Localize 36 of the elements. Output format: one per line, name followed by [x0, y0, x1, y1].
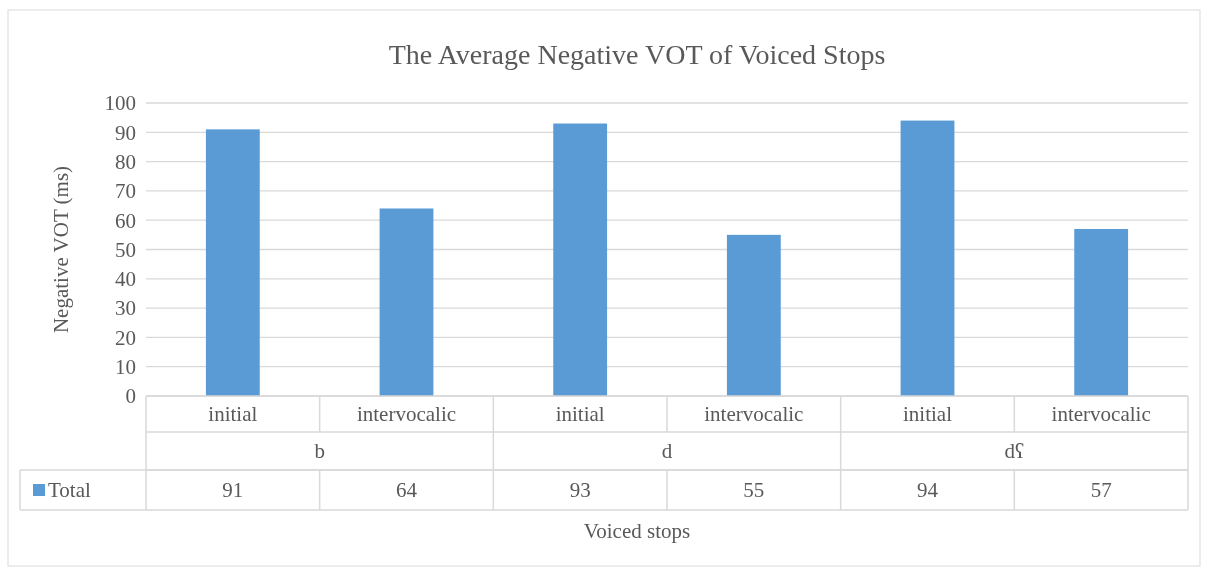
y-axis-title: Negative VOT (ms)	[49, 165, 73, 334]
y-tick-label: 80	[115, 149, 136, 174]
text: d	[661, 439, 673, 464]
bar	[726, 234, 781, 396]
bar	[1074, 228, 1129, 396]
y-tick-label: 50	[115, 237, 136, 262]
x-axis-title: Voiced stops	[583, 519, 691, 543]
data-label: 94	[917, 478, 939, 503]
y-tick-label: 10	[115, 355, 136, 380]
text: b	[314, 439, 325, 464]
text: dʕ	[1004, 439, 1025, 464]
y-tick-label: 70	[115, 179, 136, 204]
y-tick-label: 100	[104, 91, 136, 116]
data-label: 93	[569, 478, 591, 503]
bar	[205, 129, 260, 396]
y-tick-label: 30	[115, 296, 136, 321]
x-tick-label: intervocalic	[704, 402, 804, 427]
bar	[379, 208, 434, 396]
y-tick-label: 0	[125, 384, 136, 409]
legend-label: Total	[48, 478, 92, 503]
x-tick-label: initial	[903, 402, 953, 427]
x-tick-label: intervocalic	[1051, 402, 1151, 427]
chart-title: The Average Negative VOT of Voiced Stops	[388, 39, 886, 70]
y-tick-label: 60	[115, 208, 136, 233]
bar	[900, 120, 955, 396]
y-tick-label: 20	[115, 325, 136, 350]
x-tick-label: initial	[208, 402, 258, 427]
data-label: 57	[1090, 478, 1112, 503]
data-label: 55	[743, 478, 765, 503]
y-tick-label: 90	[115, 120, 136, 145]
y-tick-label: 40	[115, 267, 136, 292]
data-label: 91	[222, 478, 244, 503]
x-tick-label: initial	[555, 402, 605, 427]
bar	[553, 123, 608, 396]
x-tick-label: intervocalic	[356, 402, 457, 427]
data-label: 64	[396, 478, 418, 503]
